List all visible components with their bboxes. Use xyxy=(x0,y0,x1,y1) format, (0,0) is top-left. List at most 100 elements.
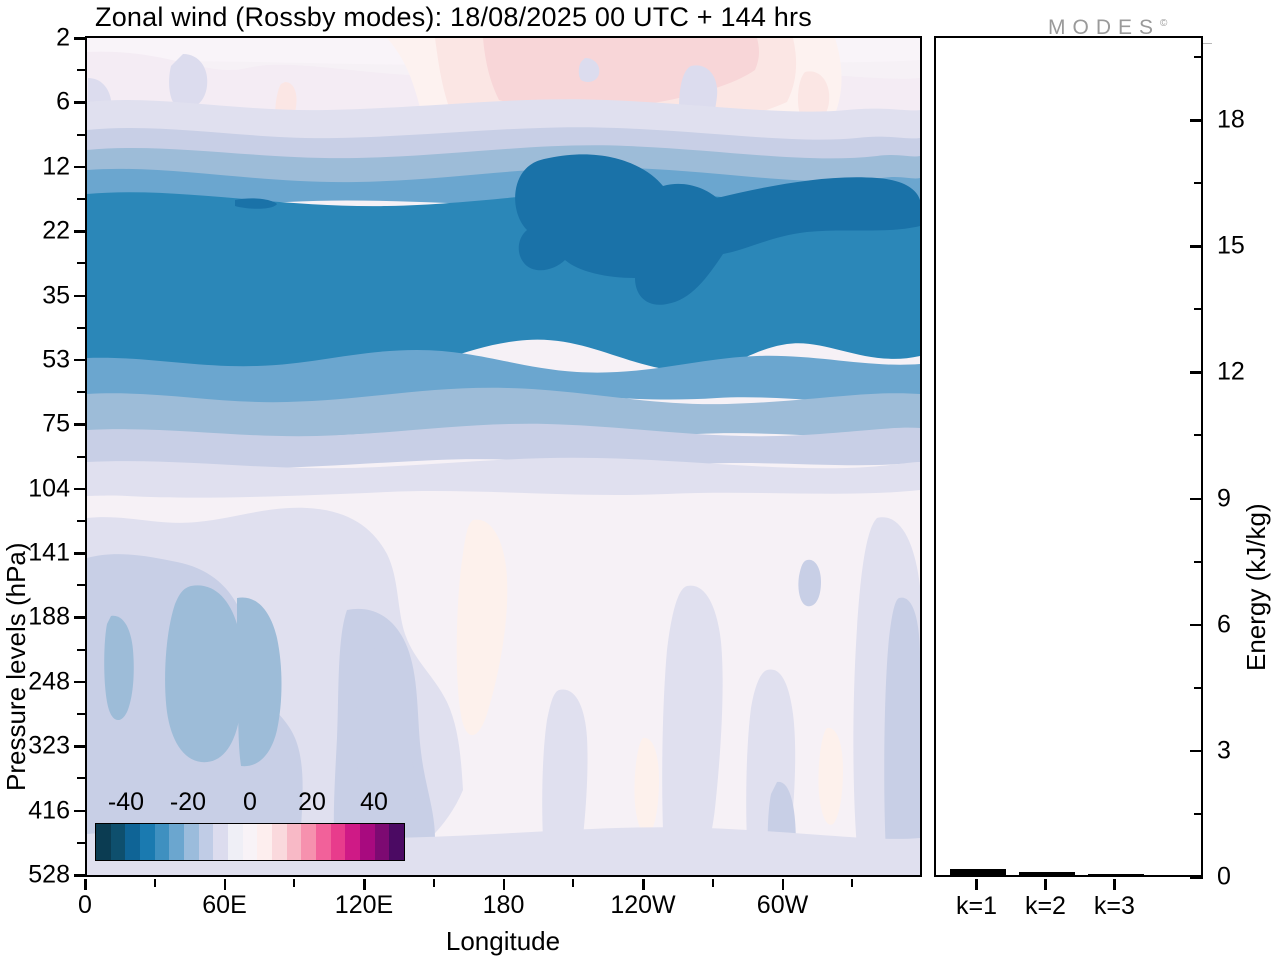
pressure-tick-mark xyxy=(74,745,85,748)
colorbar-tick-label: 0 xyxy=(243,788,257,816)
pressure-tick-mark xyxy=(74,552,85,555)
energy-bar-tick xyxy=(1044,879,1047,890)
colorbar-swatch xyxy=(360,824,375,860)
colorbar-swatch xyxy=(330,824,346,860)
colorbar-tick-label: -40 xyxy=(107,788,145,816)
energy-tick-label: 6 xyxy=(1217,610,1231,639)
energy-minor-tick xyxy=(1194,308,1203,311)
pressure-tick-label: 12 xyxy=(42,152,70,181)
pressure-tick-mark xyxy=(74,487,85,491)
pressure-tick-label: 75 xyxy=(42,409,70,438)
longitude-axis: 0 60E 120E 180 120W 60W Longitude xyxy=(78,879,922,959)
pressure-tick-mark xyxy=(74,680,85,684)
energy-minor-tick xyxy=(1194,686,1203,689)
energy-tick-label: 3 xyxy=(1217,736,1231,765)
energy-tick-mark xyxy=(1190,245,1203,248)
page-title: Zonal wind (Rossby modes): 18/08/2025 00… xyxy=(95,2,812,32)
pressure-minor-tick xyxy=(77,777,85,780)
colorbar-swatch xyxy=(198,824,214,860)
pressure-minor-tick xyxy=(77,69,85,72)
pressure-tick-mark xyxy=(74,358,85,362)
energy-tick-mark xyxy=(1190,119,1203,122)
colorbar-swatch xyxy=(316,824,331,860)
energy-tick-label: 12 xyxy=(1217,357,1245,386)
colorbar-swatch xyxy=(374,824,390,860)
zonal-wind-contour-field xyxy=(87,38,920,875)
pressure-minor-tick xyxy=(77,326,85,329)
colorbar-swatch xyxy=(140,824,155,860)
energy-bar xyxy=(1088,873,1145,875)
pressure-tick-label: 35 xyxy=(42,281,70,310)
longitude-tick-mark xyxy=(84,879,87,890)
colorbar-swatch xyxy=(286,824,302,860)
pressure-minor-tick xyxy=(77,648,85,651)
pressure-tick-mark xyxy=(74,294,85,298)
energy-bar-tick xyxy=(975,879,978,890)
pressure-tick-mark xyxy=(74,165,85,169)
longitude-minor-tick xyxy=(432,879,435,887)
colorbar-tick-label: 40 xyxy=(360,788,388,816)
longitude-tick-label: 120W xyxy=(610,891,676,919)
colorbar-swatch xyxy=(228,824,243,860)
colorbar-swatch xyxy=(345,824,361,860)
energy-bar-labels: k=1 k=2 k=3 xyxy=(934,879,1203,929)
pressure-minor-tick xyxy=(77,197,85,200)
pressure-minor-tick xyxy=(77,133,85,136)
energy-bar-label: k=1 xyxy=(955,892,997,920)
longitude-tick-mark xyxy=(781,879,784,890)
pressure-tick-label: 22 xyxy=(42,216,70,245)
colorbar-swatch xyxy=(301,824,317,860)
energy-minor-tick xyxy=(1194,56,1203,59)
contour-plot-panel xyxy=(85,36,922,877)
colorbar-tick-label: -20 xyxy=(169,788,207,816)
longitude-minor-tick xyxy=(293,879,296,887)
pressure-axis-label: Pressure levels (hPa) xyxy=(1,542,31,791)
energy-tick-mark xyxy=(1190,371,1203,374)
energy-bar-label: k=2 xyxy=(1024,892,1066,920)
pressure-minor-tick xyxy=(77,841,85,844)
energy-tick-mark xyxy=(1190,497,1203,501)
longitude-tick-label: 60E xyxy=(202,891,247,919)
energy-tick-mark xyxy=(1190,623,1203,627)
energy-tick-label: 15 xyxy=(1217,231,1245,260)
energy-bar xyxy=(950,869,1007,875)
colorbar-gradient xyxy=(95,823,405,861)
pressure-minor-tick xyxy=(77,262,85,265)
longitude-minor-tick xyxy=(851,879,854,887)
pressure-tick-mark xyxy=(74,101,85,104)
pressure-tick-mark xyxy=(74,37,85,40)
energy-bar-label: k=3 xyxy=(1093,892,1135,920)
pressure-tick-mark xyxy=(74,230,85,233)
pressure-minor-tick xyxy=(77,519,85,522)
copyright-mark: © xyxy=(1160,18,1168,29)
energy-tick-mark xyxy=(1190,749,1203,753)
colorbar-swatch xyxy=(272,824,287,860)
colorbar-swatch xyxy=(169,824,185,860)
pressure-tick-label: 53 xyxy=(42,345,70,374)
longitude-tick-mark xyxy=(642,879,645,890)
colorbar-tick-label: 20 xyxy=(298,788,326,816)
pressure-minor-tick xyxy=(77,584,85,587)
energy-minor-tick xyxy=(1194,182,1203,185)
pressure-tick-label: 248 xyxy=(28,667,70,696)
longitude-tick-mark xyxy=(363,879,366,890)
colorbar-swatch xyxy=(213,824,229,860)
pressure-tick-mark xyxy=(74,616,85,619)
colorbar-swatch xyxy=(242,824,258,860)
longitude-tick-label: 0 xyxy=(78,891,92,919)
longitude-tick-label: 60W xyxy=(756,891,809,919)
colorbar-swatch xyxy=(125,824,141,860)
pressure-tick-label: 141 xyxy=(28,538,70,567)
energy-tick-mark xyxy=(1190,876,1203,879)
colorbar-swatch xyxy=(257,824,273,860)
energy-bars xyxy=(936,38,1201,875)
longitude-minor-tick xyxy=(153,879,156,887)
pressure-minor-tick xyxy=(77,391,85,394)
energy-minor-tick xyxy=(1194,812,1203,815)
colorbar-swatch xyxy=(184,824,199,860)
watermark-text: MODES xyxy=(1048,16,1161,39)
pressure-minor-tick xyxy=(77,713,85,716)
energy-bar xyxy=(1019,872,1076,875)
modes-watermark: MODES© xyxy=(1048,16,1167,40)
pressure-tick-label: 104 xyxy=(28,474,70,503)
